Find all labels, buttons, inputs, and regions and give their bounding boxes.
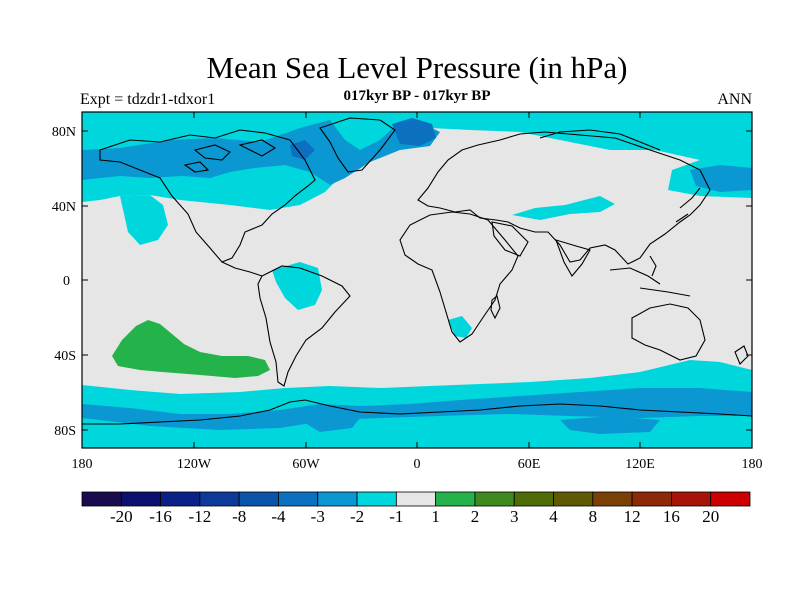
colorbar-swatch bbox=[592, 491, 633, 507]
colorbar-swatch bbox=[435, 491, 476, 507]
lon-label-180e: 180 bbox=[742, 457, 763, 472]
lon-label-120e: 120E bbox=[625, 457, 655, 472]
colorbar-label: 12 bbox=[624, 507, 641, 526]
colorbar-swatch bbox=[395, 491, 437, 507]
map-title: Mean Sea Level Pressure (in hPa) bbox=[206, 50, 628, 85]
colorbar-label: 3 bbox=[510, 507, 519, 526]
colorbar-label: -1 bbox=[389, 507, 403, 526]
lat-label-80s: 80S bbox=[54, 424, 76, 439]
colorbar-label: -20 bbox=[110, 507, 133, 526]
map-subtitle: 017kyr BP - 017kyr BP bbox=[343, 88, 491, 104]
lon-label-60w: 60W bbox=[292, 457, 320, 472]
colorbar-label: -4 bbox=[271, 507, 286, 526]
north-america-coast bbox=[99, 129, 316, 263]
south-pacific-green-anomaly bbox=[112, 320, 270, 378]
colorbar: -20 -16 -12 -8 -4 -3 -2 -1 1 2 3 4 8 12 16 20 bbox=[81, 491, 751, 526]
madagascar-coast bbox=[490, 295, 501, 320]
map-plot-area bbox=[82, 112, 752, 448]
colorbar-swatch bbox=[317, 491, 358, 507]
map-ticks bbox=[81, 112, 753, 448]
colorbar-label: 2 bbox=[471, 507, 480, 526]
colorbar-label: 8 bbox=[589, 507, 598, 526]
lat-label-40n: 40N bbox=[52, 200, 76, 215]
arctic-anomaly-region bbox=[82, 112, 752, 210]
latitude-labels: 80N 40N 0 40S 80S bbox=[52, 125, 76, 439]
colorbar-swatch bbox=[356, 491, 397, 507]
colorbar-label: 4 bbox=[549, 507, 558, 526]
arabia-coast bbox=[491, 221, 529, 257]
arctic-core-region bbox=[392, 118, 436, 146]
southeast-asia-islands bbox=[609, 255, 691, 297]
southern-africa-cyan-patch bbox=[448, 316, 472, 338]
colorbar-swatch bbox=[238, 491, 279, 507]
colorbar-label: -8 bbox=[232, 507, 246, 526]
antarctica-coast bbox=[82, 399, 752, 425]
arctic-core-region-2 bbox=[290, 140, 315, 160]
asia-cyan-patch bbox=[512, 196, 615, 220]
africa-coast bbox=[399, 211, 519, 343]
japan-coast bbox=[675, 187, 701, 223]
colorbar-swatch bbox=[120, 491, 161, 507]
season-label: ANN bbox=[717, 91, 752, 108]
colorbar-label: 20 bbox=[702, 507, 719, 526]
colorbar-swatch bbox=[513, 491, 554, 507]
colorbar-label: -16 bbox=[149, 507, 172, 526]
arctic-stronger-region bbox=[82, 120, 440, 185]
colorbar-swatch bbox=[671, 491, 712, 507]
west-pacific-blue bbox=[690, 165, 752, 192]
colorbar-label: 1 bbox=[431, 507, 440, 526]
experiment-label: Expt = tdzdr1-tdxor1 bbox=[80, 91, 216, 108]
colorbar-label: -2 bbox=[350, 507, 364, 526]
pacific-cyan-tongue bbox=[120, 195, 168, 245]
colorbar-swatch bbox=[81, 491, 122, 507]
longitude-labels: 180 120W 60W 0 60E 120E 180 bbox=[72, 457, 763, 472]
canadian-archipelago bbox=[183, 139, 277, 173]
lon-label-180w: 180 bbox=[72, 457, 93, 472]
australia-coast bbox=[631, 303, 706, 361]
colorbar-swatch bbox=[631, 491, 672, 507]
lon-label-120w: 120W bbox=[177, 457, 212, 472]
central-america-coast bbox=[221, 261, 263, 277]
colorbar-label: -3 bbox=[311, 507, 325, 526]
antarctic-blue-patch-2 bbox=[560, 416, 660, 434]
colorbar-swatch bbox=[474, 491, 515, 507]
south-america-coast bbox=[257, 265, 351, 387]
colorbar-swatch bbox=[199, 491, 240, 507]
lat-label-40s: 40S bbox=[54, 349, 76, 364]
lon-label-0: 0 bbox=[414, 457, 421, 472]
colorbar-swatch bbox=[710, 491, 751, 507]
siberia-coast bbox=[539, 129, 661, 151]
greenland-coast bbox=[319, 117, 396, 173]
colorbar-swatch bbox=[160, 491, 201, 507]
india-coast bbox=[555, 239, 591, 277]
colorbar-label: -12 bbox=[189, 507, 212, 526]
lat-label-0: 0 bbox=[63, 274, 70, 289]
lat-label-80n: 80N bbox=[52, 125, 76, 140]
europe-coast bbox=[417, 131, 711, 265]
colorbar-swatch bbox=[553, 491, 594, 507]
new-zealand-coast bbox=[734, 345, 749, 365]
antarctic-blue-patch bbox=[300, 412, 360, 432]
lon-label-60e: 60E bbox=[518, 457, 541, 472]
colorbar-swatch bbox=[278, 491, 319, 507]
colorbar-label: 16 bbox=[663, 507, 680, 526]
south-america-cyan-patch bbox=[272, 262, 322, 310]
coastlines bbox=[82, 117, 752, 425]
